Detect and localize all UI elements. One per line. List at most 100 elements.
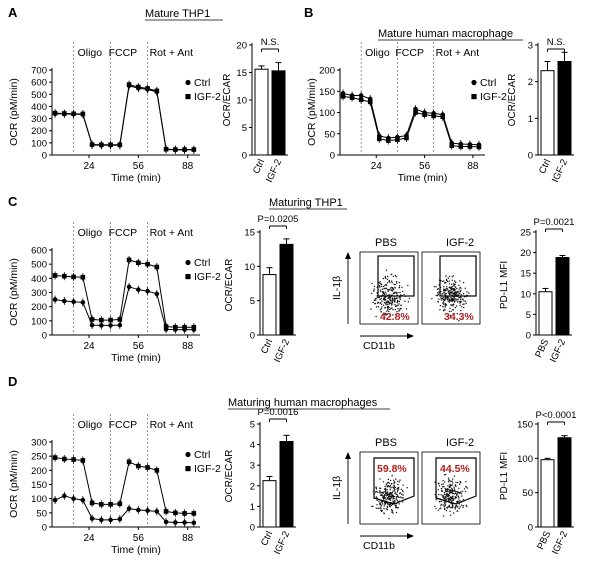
flow-event-dot [397,292,399,294]
flow-percent: 59.8% [377,463,407,475]
flow-event-dot [385,284,388,286]
flow-event-dot [450,514,452,516]
flow-event-dot [442,303,445,305]
flow-event-dot [398,286,400,289]
flow-event-dot [448,485,451,488]
flow-event-dot [455,491,457,493]
flow-event-dot [455,298,457,300]
y-tick-label: 400 [31,102,47,113]
flow-event-dot [458,491,460,494]
flow-event-dot [381,306,383,308]
flow-event-dot [382,304,385,306]
flow-event-dot [393,486,395,488]
flow-event-dot [392,512,394,514]
flow-event-dot [462,298,464,300]
data-point-igf2 [145,261,150,267]
flow-event-dot [434,505,436,507]
flow-event-dot [393,297,395,300]
flow-event-dot [459,480,461,483]
flow-event-dot [456,491,458,493]
data-point-igf2 [431,113,436,119]
data-point-igf2 [52,273,58,278]
x-tick-label: 56 [133,161,145,172]
flow-event-dot [465,485,467,488]
flow-event-dot [461,306,463,308]
flow-event-dot [445,293,447,295]
flow-event-dot [442,494,444,497]
flow-event-dot [444,306,446,308]
flow-event-dot [448,310,451,313]
flow-event-dot [444,296,447,298]
flow-event-dot [458,292,460,295]
flow-event-dot [397,304,399,306]
flow-event-dot [386,494,389,496]
flow-event-dot [450,304,452,306]
significance-label: P=0.0016 [258,407,299,418]
y-tick-label: 0 [42,331,47,342]
flow-event-dot [454,490,456,492]
flow-event-dot [394,299,396,301]
flow-event-dot [387,485,390,487]
data-point-igf2 [163,509,169,514]
injection-label: Rot + Ant [436,47,480,59]
flow-event-dot [444,302,447,305]
legend-label-ctrl: Ctrl [480,77,496,89]
flow-event-dot [439,507,442,509]
flow-event-dot [400,304,402,306]
data-point-ctrl [80,497,86,503]
flow-event-dot [380,311,382,313]
flow-event-dot [373,290,375,292]
flow-event-dot [380,303,383,305]
flow-event-dot [394,488,396,491]
flow-event-dot [398,481,401,483]
flow-event-dot [384,494,386,497]
flow-event-dot [447,485,449,487]
flow-event-dot [384,488,387,491]
flow-event-dot [394,291,396,294]
flow-event-dot [399,492,402,494]
panel-title-c: Maturing THP1 [269,197,343,209]
flow-event-dot [446,297,449,299]
data-point-igf2 [386,138,391,143]
flow-event-dot [392,308,394,311]
flow-event-dot [443,288,445,290]
flow-event-dot [388,482,391,484]
flow-event-dot [450,296,452,299]
flow-event-dot [441,483,443,485]
flow-event-dot [382,492,384,494]
data-point-igf2 [71,111,76,117]
flow-event-dot [452,499,455,501]
flow-event-dot [459,286,461,289]
flow-event-dot [390,487,392,489]
flow-event-dot [397,483,399,486]
flow-event-dot [377,507,379,509]
y-tick-label: 20 [520,248,531,259]
flow-event-dot [391,287,394,289]
series-line-igf-2 [55,83,194,151]
flow-event-dot [446,286,448,288]
data-point-igf2 [376,136,382,142]
category-label: IGF-2 [550,530,570,557]
flow-event-dot [393,496,396,498]
flow-event-dot [376,297,379,299]
flow-event-dot [373,285,376,288]
flow-event-dot [442,296,445,299]
flow-event-dot [447,494,450,496]
data-point-igf2 [99,502,104,507]
flow-event-dot [386,509,389,511]
flow-event-dot [399,291,401,294]
data-point-igf2 [99,142,104,148]
flow-event-dot [393,479,395,481]
data-point-igf2 [80,274,86,280]
flow-event-dot [385,300,387,303]
data-point-igf2 [182,147,187,152]
flow-event-dot [401,286,403,288]
legend-label-ctrl: Ctrl [194,77,210,89]
flow-event-dot [381,494,383,497]
flow-event-dot [454,283,456,286]
flow-event-dot [400,488,402,490]
flow-event-dot [387,491,389,493]
flow-event-dot [453,475,456,477]
flow-event-dot [446,280,449,283]
